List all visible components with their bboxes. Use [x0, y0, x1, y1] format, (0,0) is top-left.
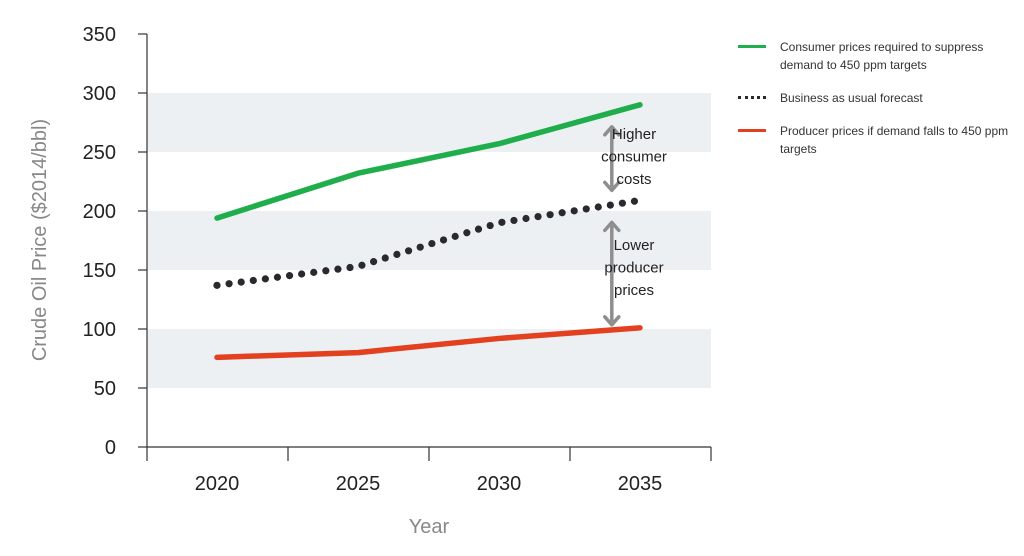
x-axis-title: Year — [409, 516, 450, 538]
grid-band — [147, 211, 711, 270]
y-tick-label: 50 — [94, 378, 116, 400]
annotation-text-producer: Lower producer prices — [604, 237, 663, 299]
legend: Consumer prices required to suppress dem… — [738, 38, 1018, 173]
series-dot — [570, 207, 578, 215]
grid-band — [147, 93, 711, 152]
series-dot — [358, 261, 366, 269]
series-dot — [370, 258, 378, 266]
x-tick-label: 2035 — [618, 473, 663, 495]
series-dot — [546, 211, 554, 219]
series-dot — [498, 218, 506, 226]
y-tick-label: 250 — [83, 142, 116, 164]
annotation-arrow-producer — [603, 220, 621, 327]
series-dot — [416, 243, 424, 251]
series-dot — [261, 275, 269, 283]
y-tick-label: 300 — [83, 83, 116, 105]
legend-label-bau: Business as usual forecast — [780, 91, 923, 105]
annotation-arrow-consumer — [603, 125, 621, 193]
annotation-line: prices — [614, 282, 654, 299]
series-dot — [273, 273, 282, 281]
series-dot — [404, 247, 413, 255]
x-tick-label: 2020 — [195, 473, 240, 495]
series-dot — [213, 281, 221, 289]
series-dot — [463, 229, 471, 237]
y-axis-ticks: 0 50 100 150 200 250 300 350 — [83, 24, 147, 459]
series-dot — [393, 250, 401, 259]
series-dot — [439, 236, 448, 244]
series-dot — [558, 209, 566, 217]
series-dot — [534, 212, 542, 221]
series-dot — [582, 205, 590, 213]
x-axis-ticks: 2020 2025 2030 2035 — [146, 447, 712, 495]
series-dot — [474, 225, 483, 233]
series-dot — [451, 232, 459, 240]
series-dot — [510, 216, 518, 225]
legend-item-producer: Producer prices if demand falls to 450 p… — [738, 122, 1018, 158]
annotation-line: Lower — [614, 237, 655, 254]
series-dot — [298, 270, 306, 278]
legend-item-consumer: Consumer prices required to suppress dem… — [738, 38, 1018, 74]
series-dot — [428, 239, 436, 248]
grid-bands — [147, 93, 711, 388]
series-dot — [522, 214, 530, 223]
annotation-line: producer — [604, 260, 663, 277]
annotation-line: costs — [616, 171, 651, 188]
y-tick-label: 100 — [83, 319, 116, 341]
series-lines — [213, 102, 643, 361]
series-dot — [237, 278, 245, 286]
annotation-line: consumer — [601, 149, 667, 166]
series-dot — [346, 263, 354, 272]
y-tick-label: 0 — [105, 437, 116, 459]
y-tick-label: 200 — [83, 201, 116, 223]
series-dot — [310, 268, 318, 276]
series-line-producer — [214, 325, 643, 361]
legend-label-producer: Producer prices if demand falls to 450 p… — [780, 124, 1009, 156]
y-axis-title: Crude Oil Price ($2014/bbl) — [29, 119, 51, 361]
arrow-head-down — [603, 180, 621, 193]
series-dot — [630, 197, 639, 205]
y-tick-label: 350 — [83, 24, 116, 46]
series-dot — [486, 221, 494, 230]
x-tick-label: 2025 — [336, 473, 381, 495]
series-line-bau — [213, 197, 639, 289]
series-dot — [334, 265, 342, 273]
annotation-text-consumer: Higher consumer costs — [601, 126, 667, 188]
arrow-head-up — [603, 125, 621, 137]
x-tick-label: 2030 — [477, 473, 522, 495]
legend-swatch-consumer — [738, 45, 766, 48]
legend-label-consumer: Consumer prices required to suppress dem… — [780, 40, 984, 72]
series-dot — [225, 280, 233, 288]
legend-swatch-producer — [738, 129, 766, 132]
series-dot — [381, 254, 389, 262]
series-dot — [322, 267, 330, 275]
annotation-line: Higher — [612, 126, 656, 143]
y-tick-label: 150 — [83, 260, 116, 282]
series-line-consumer — [214, 102, 643, 221]
annotations: Higher consumer costs Lower producer prices — [601, 125, 667, 327]
legend-item-bau: Business as usual forecast — [738, 89, 1018, 107]
legend-swatch-bau — [738, 96, 766, 99]
series-dot — [285, 272, 294, 280]
series-dot — [249, 276, 257, 285]
arrow-head-up — [603, 220, 621, 233]
series-dot — [594, 203, 602, 211]
series-dot — [618, 199, 626, 207]
arrow-head-down — [603, 315, 621, 327]
series-dot — [606, 201, 614, 209]
